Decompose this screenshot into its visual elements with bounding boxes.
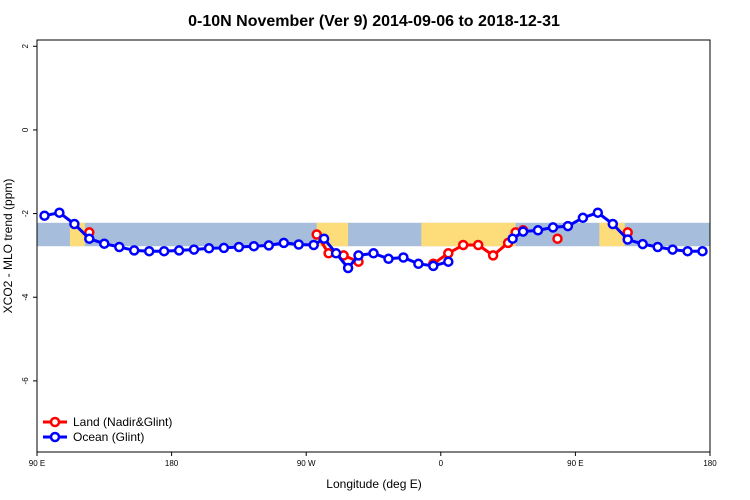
series-1-point-36 [607, 218, 619, 230]
series-1-point-10 [188, 244, 200, 255]
series-0-point-13 [552, 233, 563, 244]
x-tick-label-1: 180 [165, 459, 179, 468]
plot-frame [36, 39, 711, 453]
x-tick-label-5: 180 [703, 459, 717, 468]
series-1-point-8 [158, 245, 170, 257]
series-1-point-27 [428, 260, 439, 272]
series-1-point-20 [330, 248, 342, 259]
series-1-point-6 [128, 245, 140, 256]
series-1-point-18 [308, 239, 319, 251]
series-1-point-37 [622, 234, 633, 245]
series-1 [39, 207, 708, 274]
x-tick-label-4: 90 E [567, 459, 583, 468]
series-0-point-9 [487, 250, 499, 261]
series-1-point-39 [652, 241, 663, 253]
series-1-point-38 [637, 238, 648, 250]
series-layer [39, 207, 708, 274]
legend-marker-land [49, 416, 61, 428]
series-1-point-21 [342, 262, 354, 274]
series-1-point-14 [248, 240, 260, 252]
series-1-point-34 [577, 212, 589, 224]
x-tick-label-2: 90 W [297, 459, 316, 468]
legend-marker-ocean [49, 431, 61, 443]
series-1-point-4 [99, 238, 110, 249]
series-1-point-29 [507, 233, 518, 244]
series-1-point-15 [263, 240, 275, 251]
series-1-point-0 [39, 210, 50, 221]
series-1-point-40 [667, 244, 678, 255]
series-1-point-33 [562, 220, 574, 232]
series-1-point-17 [293, 239, 304, 250]
legend-label-land: Land (Nadir&Glint) [73, 415, 172, 429]
x-tick-label-0: 90 E [29, 459, 45, 468]
series-1-point-5 [114, 241, 125, 253]
series-1-point-2 [69, 218, 80, 230]
series-0-point-7 [457, 239, 469, 251]
series-1-point-9 [173, 245, 185, 256]
series-1-point-26 [413, 258, 424, 270]
y-tick-label-2: -2 [21, 209, 30, 217]
series-1-point-3 [84, 233, 95, 244]
series-1-point-31 [532, 225, 544, 236]
series-1-point-13 [233, 241, 245, 253]
series-1-point-1 [54, 207, 65, 218]
series-1-point-16 [278, 237, 290, 249]
series-0-point-1 [311, 229, 322, 240]
legend: Land (Nadir&Glint) Ocean (Glint) [43, 415, 172, 444]
series-1-point-42 [697, 245, 708, 257]
series-1-point-22 [353, 250, 364, 261]
y-tick-label-0: 2 [21, 44, 30, 49]
series-1-point-23 [368, 248, 379, 259]
y-tick-label-3: -4 [21, 293, 30, 301]
y-axis-label: XCO2 - MLO trend (ppm) [1, 179, 15, 314]
y-tick-label-1: 0 [21, 127, 30, 132]
series-1-point-30 [517, 226, 529, 237]
series-1-point-35 [592, 207, 604, 218]
legend-label-ocean: Ocean (Glint) [73, 430, 144, 444]
series-1-point-28 [443, 256, 454, 267]
series-1-point-24 [383, 253, 394, 265]
series-1-point-11 [203, 243, 215, 254]
series-1-point-7 [143, 245, 155, 257]
chart-title: 0-10N November (Ver 9) 2014-09-06 to 201… [188, 13, 560, 30]
series-1-point-41 [682, 245, 693, 257]
series-0-point-6 [443, 248, 454, 259]
series-1-point-32 [547, 222, 559, 233]
y-tick-label-4: -6 [21, 377, 30, 385]
x-tick-label-3: 0 [439, 459, 444, 468]
x-axis-label: Longitude (deg E) [326, 477, 421, 491]
y-axis: 2 0 -2 -4 -6 [21, 44, 37, 385]
series-1-point-19 [318, 233, 330, 244]
series-1-point-25 [398, 252, 409, 263]
series-0-point-8 [472, 239, 484, 251]
land-region-2 [421, 222, 516, 247]
x-axis: 90 E 180 90 W 0 90 E 180 [29, 452, 717, 468]
series-1-point-12 [218, 242, 230, 254]
